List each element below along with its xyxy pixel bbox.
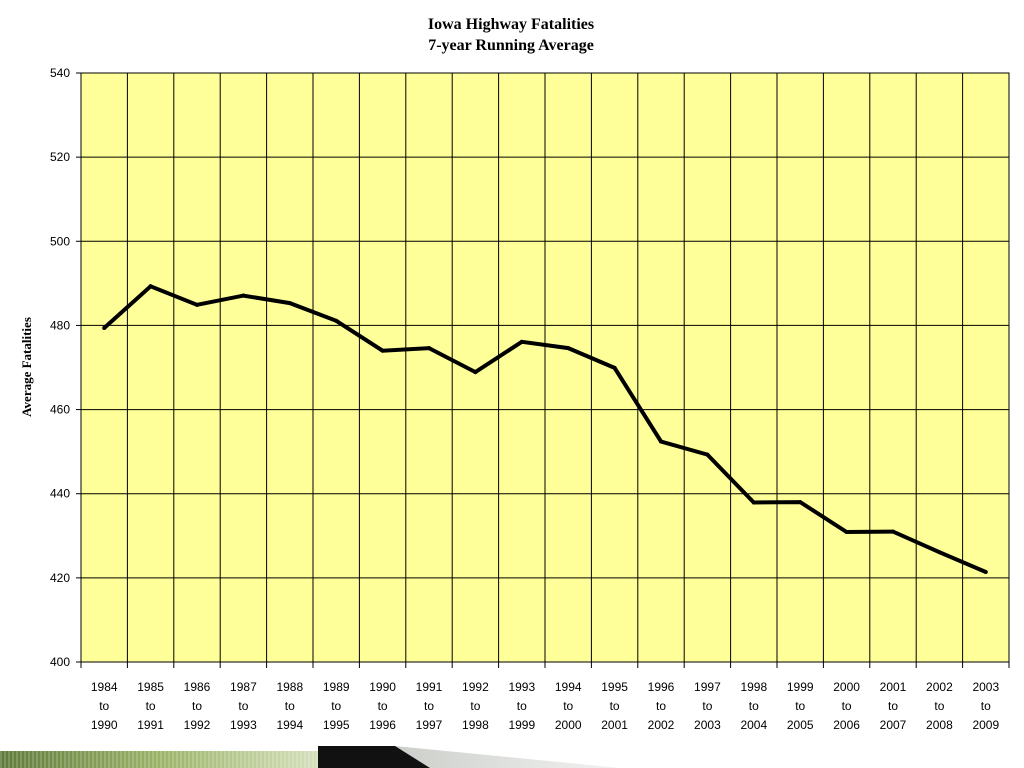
data-point: [751, 500, 756, 505]
x-tick-label: to: [563, 699, 573, 713]
chart-subtitle: 7-year Running Average: [428, 37, 594, 54]
x-tick-label: 1993: [230, 718, 257, 732]
series-line: [102, 283, 987, 574]
x-tick-label: 2009: [972, 718, 999, 732]
data-point: [937, 550, 942, 555]
x-tick-label: 1997: [416, 718, 443, 732]
x-tick-label: 1995: [323, 718, 350, 732]
x-tick-label: to: [470, 699, 480, 713]
x-tick-label: 1997: [694, 680, 721, 694]
data-point: [519, 339, 524, 344]
x-tick-label: 1984: [91, 680, 118, 694]
x-tick-label: 1995: [601, 680, 628, 694]
x-tick-label: 2007: [880, 718, 907, 732]
x-tick-label: 1990: [369, 680, 396, 694]
x-tick-label: 1994: [276, 718, 303, 732]
data-point: [380, 348, 385, 353]
x-tick-label: 1991: [137, 718, 164, 732]
x-tick-label: 1996: [648, 680, 675, 694]
data-point: [612, 365, 617, 370]
x-tick-label: 2004: [740, 718, 767, 732]
x-tick-label: 1990: [91, 718, 118, 732]
data-point: [659, 439, 663, 444]
x-tick-label: 1998: [740, 680, 767, 694]
x-tick-label: 1994: [555, 680, 582, 694]
y-tick-label: 400: [50, 655, 70, 669]
x-tick-label: to: [192, 699, 202, 713]
y-tick-label: 520: [50, 150, 70, 164]
data-point: [334, 318, 339, 323]
x-tick-label: 1992: [184, 718, 211, 732]
x-tick-label: 1992: [462, 680, 489, 694]
x-tick-label: to: [285, 699, 295, 713]
data-point: [566, 346, 571, 351]
x-tick-label: to: [238, 699, 248, 713]
x-tick-label: 2003: [694, 718, 721, 732]
x-tick-label: 2001: [601, 718, 628, 732]
data-point: [473, 370, 478, 375]
data-point: [195, 302, 199, 307]
x-tick-label: to: [517, 699, 527, 713]
x-tick-label: to: [146, 699, 156, 713]
x-tick-label: 1987: [230, 680, 257, 694]
y-tick-label: 440: [50, 487, 70, 501]
x-tick-label: to: [378, 699, 388, 713]
data-point: [148, 284, 153, 289]
data-point: [891, 529, 895, 534]
x-tick-label: 2002: [926, 680, 953, 694]
x-tick-label: to: [702, 699, 712, 713]
data-point: [427, 346, 431, 351]
x-tick-label: 1985: [137, 680, 164, 694]
x-tick-label: 2005: [787, 718, 814, 732]
x-tick-label: 1986: [184, 680, 211, 694]
x-tick-label: 2001: [880, 680, 907, 694]
x-tick-label: 1993: [508, 680, 535, 694]
x-tick-label: to: [656, 699, 666, 713]
x-tick-label: 1999: [508, 718, 535, 732]
footer-decoration: [0, 746, 620, 768]
x-tick-label: 2000: [555, 718, 582, 732]
x-tick-label: 2008: [926, 718, 953, 732]
x-tick-label: 1991: [416, 680, 443, 694]
data-point: [798, 500, 803, 505]
x-tick-label: to: [99, 699, 109, 713]
x-tick-label: to: [610, 699, 620, 713]
x-tick-label: 1998: [462, 718, 489, 732]
chart-title: Iowa Highway Fatalities: [428, 16, 594, 33]
x-tick-label: to: [842, 699, 852, 713]
x-tick-label: to: [981, 699, 991, 713]
plot-border: [80, 72, 1010, 663]
x-tick-label: to: [888, 699, 898, 713]
y-axis-title: Average Fatalities: [19, 317, 34, 417]
y-tick-label: 460: [50, 403, 70, 417]
x-tick-label: 2003: [972, 680, 999, 694]
y-tick-label: 540: [50, 66, 70, 80]
x-tick-label: 2006: [833, 718, 860, 732]
x-tick-label: 1988: [276, 680, 303, 694]
data-point: [844, 529, 849, 534]
x-tick-label: to: [331, 699, 341, 713]
x-tick-label: 1996: [369, 718, 396, 732]
x-tick-label: 2000: [833, 680, 860, 694]
x-tick-label: to: [934, 699, 944, 713]
data-point: [287, 301, 292, 306]
x-tick-label: to: [795, 699, 805, 713]
x-tick-label: 1989: [323, 680, 350, 694]
y-tick-label: 480: [50, 318, 70, 332]
data-point: [983, 569, 988, 574]
data-point: [705, 452, 710, 457]
y-tick-label: 420: [50, 571, 70, 585]
data-point: [102, 325, 107, 330]
data-point: [241, 293, 246, 298]
x-tick-label: 2002: [648, 718, 675, 732]
plot-area: 400 420 440 460 480 500 520 540 1984 to 1990 1985 to…: [50, 66, 1010, 732]
x-tick-label: to: [749, 699, 759, 713]
x-tick-label: 1999: [787, 680, 814, 694]
y-tick-label: 500: [50, 234, 70, 248]
x-tick-label: to: [424, 699, 434, 713]
